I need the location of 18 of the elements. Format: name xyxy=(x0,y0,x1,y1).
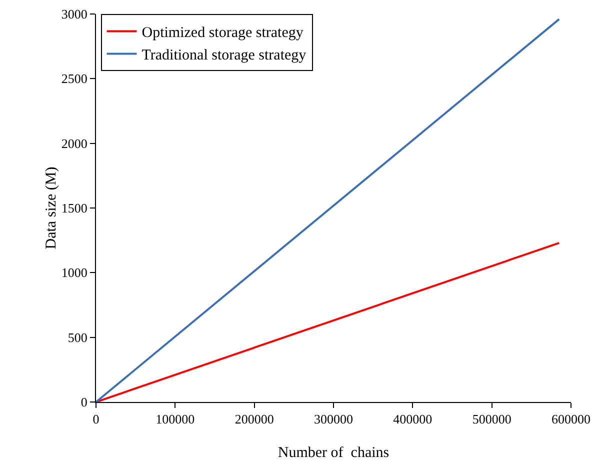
y-tick-label: 500 xyxy=(68,330,88,345)
x-tick-label: 300000 xyxy=(314,412,353,427)
x-tick-label: 100000 xyxy=(156,412,195,427)
legend-label: Optimized storage strategy xyxy=(142,25,304,42)
y-tick-label: 1500 xyxy=(61,200,88,216)
y-tick-label: 3000 xyxy=(61,6,88,22)
x-tick-label: 400000 xyxy=(393,412,432,427)
x-tick-label: 500000 xyxy=(472,412,512,427)
x-tick-label: 600000 xyxy=(552,412,590,427)
y-tick-label: 2000 xyxy=(61,136,88,151)
x-axis-title: Number of chains xyxy=(278,445,390,461)
legend-label: Traditional storage strategy xyxy=(142,48,307,64)
y-tick-label: 0 xyxy=(80,394,88,410)
x-tick-label: 200000 xyxy=(234,412,274,427)
y-tick-label: 1000 xyxy=(61,265,88,280)
y-tick-label: 2500 xyxy=(61,71,88,86)
y-axis-title: Data size (M) xyxy=(43,166,60,250)
x-tick-label: 0 xyxy=(92,412,100,427)
